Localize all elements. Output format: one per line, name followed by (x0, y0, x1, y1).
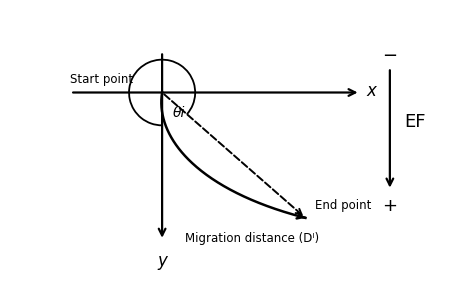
Text: Migration distance (Dᴵ): Migration distance (Dᴵ) (185, 231, 319, 244)
Text: y: y (157, 252, 167, 270)
Text: Start point: Start point (70, 73, 133, 86)
Text: x: x (366, 82, 376, 100)
Text: End point: End point (315, 199, 371, 212)
Text: θi: θi (173, 106, 185, 120)
Text: −: − (383, 47, 397, 65)
Text: EF: EF (405, 113, 426, 131)
Text: +: + (383, 197, 397, 215)
